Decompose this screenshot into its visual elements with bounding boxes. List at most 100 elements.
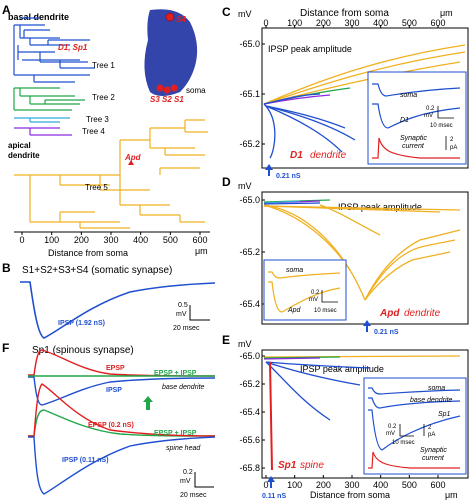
panel-c-title: IPSP peak amplitude: [268, 44, 352, 54]
tree-5-branches: [14, 119, 208, 229]
panel-c-inset-syn2: current: [402, 143, 425, 150]
panel-e-inset-sp1: Sp1: [438, 411, 451, 418]
panel-f-ipsp-spine-trace: [28, 436, 216, 495]
panel-c-mv: mV: [238, 9, 252, 19]
panel-c-x-tick-label: 100: [287, 18, 302, 28]
panel-d-inset-scale-bar: [321, 290, 338, 303]
panel-c-inset-scale-i: 2: [450, 137, 454, 143]
panel-d-marker-name: Apd: [379, 308, 400, 319]
panel-d-up-arrow-icon: [363, 320, 371, 332]
panel-f-scale-bar: [194, 472, 214, 488]
panel-c-inset-soma: soma: [400, 92, 417, 99]
panel-e-inset-base: base dendrite: [410, 397, 453, 404]
panel-d-inset-soma-trace: [268, 271, 341, 279]
up-arrow-icon: [143, 396, 153, 410]
panel-d-inset-soma: soma: [286, 267, 303, 274]
panel-f-ipsp-base-trace: [28, 376, 216, 406]
tree-1-branches: [13, 17, 95, 83]
panel-e: E mV -65.0 -65.2 -65.4 -65.6 -65.8 0 100 200 30…: [222, 333, 469, 500]
panel-d-inset-scale-v: 0.2: [311, 290, 320, 296]
apd-label: Apd: [124, 153, 142, 162]
tree-4-label: Tree 4: [82, 127, 105, 136]
panel-a-label: A: [2, 3, 11, 17]
panel-e-inset-frame: [363, 377, 467, 475]
panel-e-up-arrow-icon: [267, 476, 275, 488]
panel-e-y-tick-label: -65.4: [239, 407, 260, 417]
panel-c-y-tick-label: -65.1: [239, 89, 260, 99]
panel-c-y-tick-label: -65.0: [239, 39, 260, 49]
panel-c-arrow-label: 0.21 nS: [276, 173, 301, 180]
panel-a-x-tick-label: 200: [74, 235, 89, 245]
panel-e-inset-soma: soma: [428, 385, 445, 392]
panel-b-scale-v: 0.5: [178, 302, 188, 309]
panel-e-unit: μm: [445, 490, 458, 500]
panel-c-yticks: -65.0 -65.1 -65.2: [239, 39, 265, 149]
panel-c-x-tick-label: 0: [263, 18, 268, 28]
panel-f-sum-spine-trace: [28, 409, 216, 437]
panel-f-epsp-label: EPSP: [106, 365, 125, 372]
panel-c-xticks: 0 100 200 300 400 500 600: [263, 18, 446, 28]
panel-a-x-tick-label: 0: [19, 235, 24, 245]
panel-e-y-tick-label: -65.8: [239, 463, 260, 473]
panel-b-scale-t: 20 msec: [173, 325, 200, 332]
panel-d-y-tick-label: -65.0: [239, 195, 260, 205]
panel-d-marker-suffix: dendrite: [404, 308, 441, 319]
panel-c-inset-d1: D1: [400, 117, 409, 124]
panel-b: B S1+S2+S3+S4 (somatic synapse) IPSP (1.…: [2, 261, 216, 339]
tree-4-branches: [14, 127, 72, 136]
panel-a-x-tick-label: 600: [192, 235, 207, 245]
panel-e-mv: mV: [238, 339, 252, 349]
panel-d-inset-scale-v-unit: mV: [309, 297, 318, 303]
tree-1-label: Tree 1: [92, 61, 115, 70]
panel-e-x-tick-label: 300: [344, 480, 359, 490]
panel-a-unit: μm: [195, 246, 208, 256]
panel-b-scale-bar: [189, 305, 210, 321]
panel-c-frame: [261, 27, 469, 169]
panel-a: A basal dendrite D1, Sp1 Tree 1 Tree 2 T…: [2, 3, 210, 258]
panel-e-yticks: -65.0 -65.2 -65.4 -65.6 -65.8: [239, 351, 265, 473]
panel-b-label: B: [2, 261, 11, 275]
panel-e-inset-scale-i: 2: [428, 425, 432, 431]
synapse-s1-marker: [170, 84, 178, 92]
panel-f-base-dendrite-label: base dendrite: [162, 384, 205, 391]
panel-e-x-tick-label: 500: [402, 480, 417, 490]
panel-d-arrow-label: 0.21 nS: [374, 329, 399, 336]
panel-c-top-label: Distance from soma: [300, 8, 389, 19]
panel-d-y-tick-label: -65.4: [239, 299, 260, 309]
neuron-soma-shape: [144, 9, 198, 97]
panel-c-x-tick-label: 200: [316, 18, 331, 28]
d1-sp1-label: D1, Sp1: [58, 43, 88, 52]
panel-e-label: E: [222, 333, 230, 347]
panel-f-scale-t: 20 msec: [180, 492, 207, 499]
panel-e-x-tick-label: 400: [373, 480, 388, 490]
panel-a-x-tick-label: 500: [163, 235, 178, 245]
apical-label: apical: [8, 141, 31, 150]
panel-d-inset-scale-t: 10 msec: [314, 308, 337, 314]
panel-f-epsp-ipsp-label-2: EPSP + IPSP: [154, 430, 197, 437]
synapse-s2-marker: [163, 86, 171, 94]
panel-f-epsp-ipsp-label-1: EPSP + IPSP: [154, 370, 197, 377]
panel-c-inset-d1-trace: [372, 103, 461, 129]
panel-c-x-tick-label: 300: [344, 18, 359, 28]
panel-e-x-tick-label: 200: [316, 480, 331, 490]
panel-b-ipsp-trace: [20, 281, 216, 339]
panel-c-inset-scale-bar: [437, 106, 454, 119]
panel-f-title: Sp1 (spinous synapse): [32, 345, 134, 356]
panel-f-scale-v-unit: mV: [180, 478, 191, 485]
tree-5-label: Tree 5: [85, 183, 108, 192]
panel-e-inset-sp1-trace: [368, 409, 461, 451]
panel-e-inset-base-trace: [368, 397, 461, 409]
panel-e-inset-scale-t: 10 msec: [392, 440, 415, 446]
panel-c-traces: [263, 44, 466, 159]
synapse-s4-marker: [165, 12, 175, 22]
panel-d-title: IPSP peak amplitude: [338, 202, 422, 212]
panel-d-mv: mV: [238, 181, 252, 191]
panel-c-y-tick-label: -65.2: [239, 139, 260, 149]
tree-3-branches: [14, 117, 70, 123]
panel-c-inset-scale-i-unit: pA: [450, 145, 457, 151]
panel-f-ipsp-011-label: IPSP (0.11 nS): [62, 457, 109, 464]
panel-e-x-tick-label: 100: [287, 480, 302, 490]
panel-c-inset-current-trace: [372, 137, 460, 159]
panel-f-spine-head-label: spine head: [166, 445, 201, 452]
panel-e-inset-syn2: current: [422, 455, 445, 462]
